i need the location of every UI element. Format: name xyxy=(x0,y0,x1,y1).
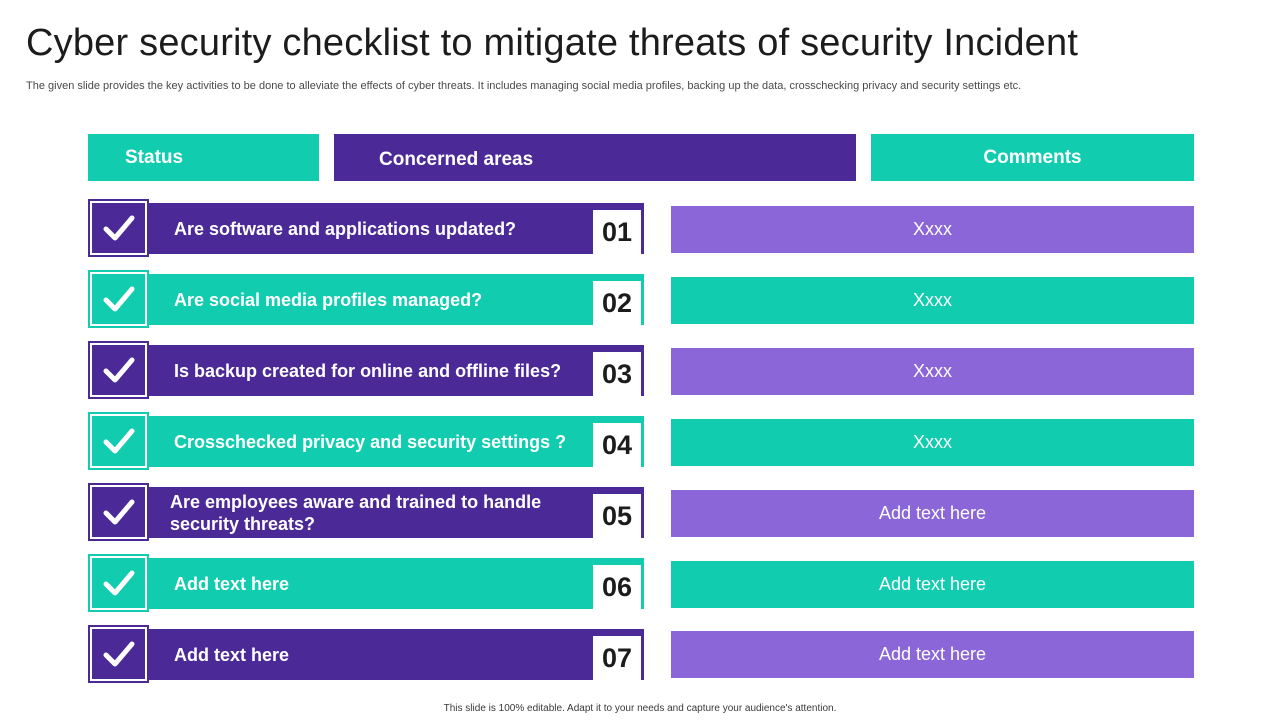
comment-cell-3: Xxxx xyxy=(671,348,1194,395)
concerned-area-label: Are social media profiles managed? xyxy=(174,289,483,310)
status-checkbox xyxy=(88,625,149,683)
comment-cell-4: Xxxx xyxy=(671,419,1194,466)
comment-cell-6: Add text here xyxy=(671,561,1194,608)
status-checkbox xyxy=(88,554,149,612)
concerned-area-bar: Add text here 07 xyxy=(149,629,644,681)
concerned-area-label: Crosschecked privacy and security settin… xyxy=(174,431,567,452)
concerned-area-bar: Are software and applications updated? 0… xyxy=(149,203,644,255)
checklist-row-2: Are social media profiles managed? 02 xyxy=(88,270,644,328)
concerned-area-bar: Are employees aware and trained to handl… xyxy=(149,487,644,539)
checkmark-icon xyxy=(103,641,134,667)
concerned-area-label: Are employees aware and trained to handl… xyxy=(170,491,542,534)
item-number: 05 xyxy=(593,494,641,539)
status-checkbox xyxy=(88,412,149,470)
item-number: 02 xyxy=(593,281,641,326)
header-comments-label: Comments xyxy=(983,146,1082,168)
concerned-area-label: Add text here xyxy=(174,573,290,594)
slide-title: Cyber security checklist to mitigate thr… xyxy=(26,22,1079,64)
header-comments: Comments xyxy=(871,134,1194,181)
status-checkbox xyxy=(88,483,149,541)
status-checkbox xyxy=(88,199,149,257)
header-status: Status xyxy=(88,134,319,181)
header-concerned-areas: Concerned areas xyxy=(334,134,856,181)
concerned-area-label: Are software and applications updated? xyxy=(174,218,517,239)
header-status-label: Status xyxy=(125,146,184,168)
status-checkbox xyxy=(88,341,149,399)
item-number: 04 xyxy=(593,423,641,468)
header-concerned-areas-label: Concerned areas xyxy=(379,148,534,170)
comment-cell-5: Add text here xyxy=(671,490,1194,537)
checklist-row-6: Add text here 06 xyxy=(88,554,644,612)
checkmark-icon xyxy=(103,499,134,525)
concerned-area-bar: Add text here 06 xyxy=(149,558,644,610)
checklist-row-1: Are software and applications updated? 0… xyxy=(88,199,644,257)
checklist-row-5: Are employees aware and trained to handl… xyxy=(88,483,644,541)
slide-subtitle: The given slide provides the key activit… xyxy=(26,80,1022,92)
comment-cell-1: Xxxx xyxy=(671,206,1194,253)
item-number: 01 xyxy=(593,210,641,255)
comment-cell-2: Xxxx xyxy=(671,277,1194,324)
slide-footer: This slide is 100% editable. Adapt it to… xyxy=(443,703,837,714)
concerned-area-bar: Are social media profiles managed? 02 xyxy=(149,274,644,326)
item-number: 07 xyxy=(593,636,641,681)
status-checkbox xyxy=(88,270,149,328)
concerned-area-bar: Is backup created for online and offline… xyxy=(149,345,644,397)
concerned-area-label: Is backup created for online and offline… xyxy=(174,360,562,381)
checklist-row-7: Add text here 07 xyxy=(88,625,644,683)
concerned-area-bar: Crosschecked privacy and security settin… xyxy=(149,416,644,468)
item-number: 06 xyxy=(593,565,641,610)
item-number: 03 xyxy=(593,352,641,397)
checkmark-icon xyxy=(103,286,134,312)
comment-cell-7: Add text here xyxy=(671,631,1194,678)
checkmark-icon xyxy=(103,357,134,383)
checkmark-icon xyxy=(103,215,134,241)
concerned-area-label: Add text here xyxy=(174,644,290,665)
checklist-row-4: Crosschecked privacy and security settin… xyxy=(88,412,644,470)
checkmark-icon xyxy=(103,570,134,596)
checklist-row-3: Is backup created for online and offline… xyxy=(88,341,644,399)
checkmark-icon xyxy=(103,428,134,454)
